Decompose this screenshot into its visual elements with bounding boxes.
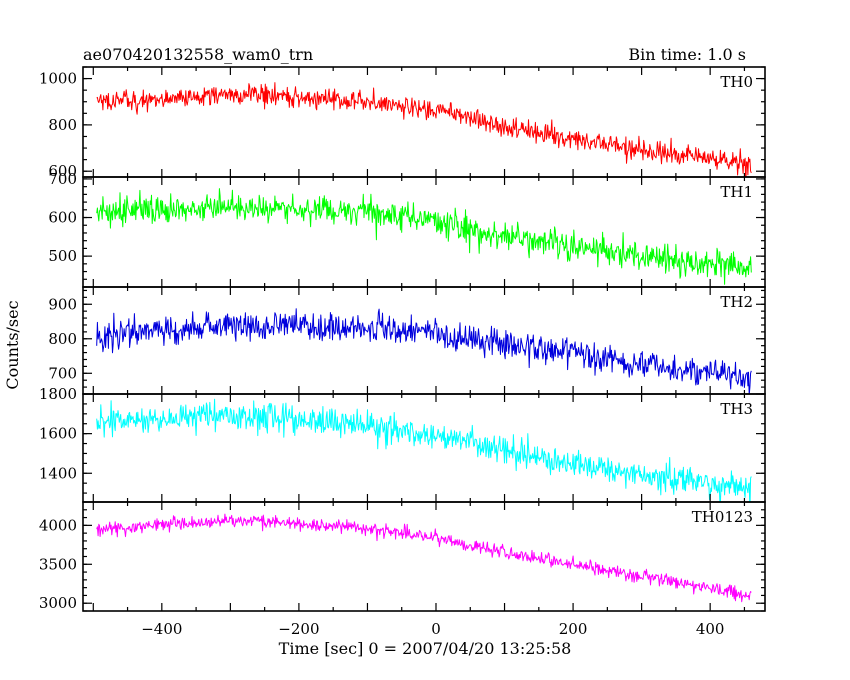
panel-th1: 500 600 700 TH1 <box>48 170 766 288</box>
panel-label-th0: TH0 <box>720 73 753 91</box>
series-line-th3 <box>96 398 752 502</box>
x-tick-label: 400 <box>696 620 725 638</box>
series-line-th0 <box>96 82 752 177</box>
chart-title: ae070420132558_wam0_trn <box>83 45 313 64</box>
y-tick-label: 3500 <box>39 555 77 573</box>
series-line-th0123 <box>96 513 752 603</box>
x-tick-label: −200 <box>278 620 319 638</box>
panel-frame <box>82 66 766 178</box>
y-tick-label: 700 <box>48 364 77 382</box>
y-tick-label: 700 <box>48 170 77 188</box>
y-tick-label: 4000 <box>39 516 77 534</box>
x-tick-label: 200 <box>559 620 588 638</box>
y-tick-label: 800 <box>48 330 77 348</box>
panel-frame <box>82 176 766 288</box>
panel-label-th3: TH3 <box>720 400 753 418</box>
series-line-th1 <box>96 188 752 285</box>
x-axis-label: Time [sec] 0 = 2007/04/20 13:25:58 <box>279 639 572 658</box>
x-tick-label: 0 <box>431 620 441 638</box>
y-tick-label: 600 <box>48 209 77 227</box>
bin-time-label: Bin time: 1.0 s <box>628 45 746 64</box>
panel-label-th2: TH2 <box>720 293 753 311</box>
panel-frame <box>82 286 766 395</box>
x-axis: −400 −200 0 200 400 <box>141 620 724 638</box>
panel-th3: 1400 1600 1800 TH3 <box>39 385 766 503</box>
panel-th0: 600 800 1000 TH0 <box>39 66 766 180</box>
y-tick-label: 1400 <box>39 464 77 482</box>
y-tick-label: 600 <box>48 162 77 180</box>
panel-th2: 700 800 900 TH2 <box>48 286 766 395</box>
series-line-th2 <box>96 308 752 394</box>
y-tick-label: 1600 <box>39 425 77 443</box>
panel-label-th1: TH1 <box>720 183 753 201</box>
y-axis-label: Counts/sec <box>3 300 22 389</box>
panel-th0123: 3000 3500 4000 TH0123 <box>39 501 766 612</box>
y-tick-label: 1000 <box>39 70 77 88</box>
panel-frame <box>82 501 766 612</box>
y-tick-label: 1800 <box>39 385 77 403</box>
panel-label-th0123: TH0123 <box>692 508 753 526</box>
x-tick-label: −400 <box>141 620 182 638</box>
y-tick-label: 800 <box>48 116 77 134</box>
y-tick-label: 900 <box>48 295 77 313</box>
y-tick-label: 3000 <box>39 594 77 612</box>
y-tick-label: 500 <box>48 247 77 265</box>
